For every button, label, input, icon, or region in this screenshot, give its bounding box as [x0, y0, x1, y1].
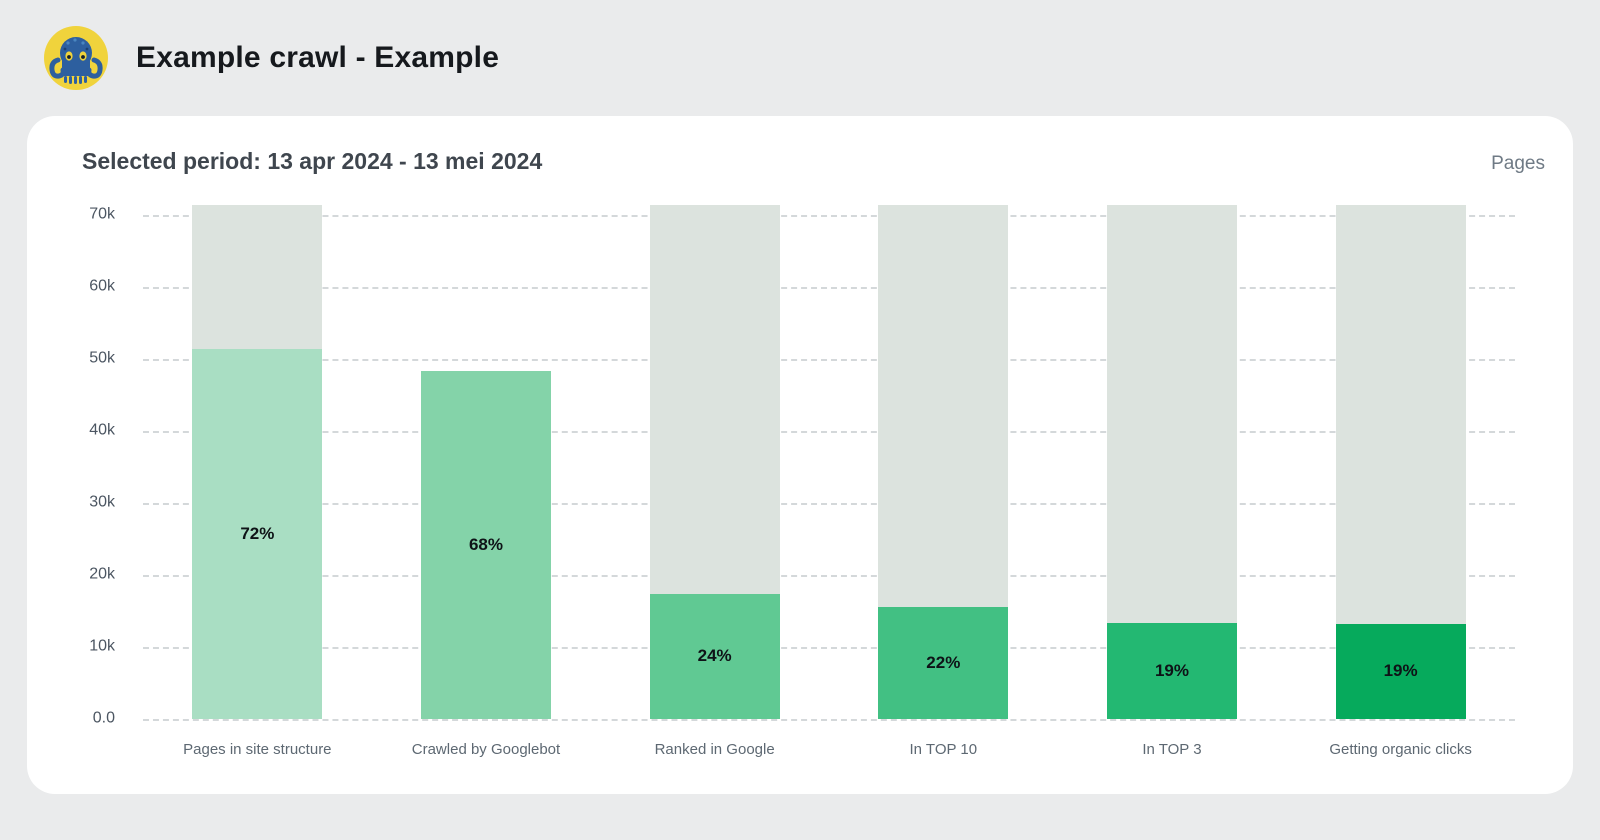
- bar-column-pages-in-site-structure: 72%: [192, 205, 323, 719]
- bar-percent-label-crawled-by-googlebot: 68%: [468, 535, 503, 555]
- category-label-crawled-by-googlebot: Crawled by Googlebot: [411, 741, 561, 758]
- unit-label: Pages: [1491, 153, 1545, 174]
- selected-period-label: Selected period: 13 apr 2024 - 13 mei 20…: [82, 148, 543, 174]
- y-axis-tick-70k: 70k: [89, 205, 115, 223]
- bar-percent-label-in-top-3: 19%: [1154, 660, 1189, 680]
- bar-percent-label-in-top-10: 22%: [926, 653, 961, 673]
- category-label-getting-organic-clicks: Getting organic clicks: [1329, 741, 1472, 758]
- bar-column-in-top-3: 19%: [1106, 205, 1237, 719]
- chart-plot-area: 70k 60k 50k 40k 30k 20k 10k 0.0 72% 68% 24% 22% 19% 1…: [89, 205, 1515, 726]
- bar-fill-pages-in-site-structure: 72%: [192, 348, 323, 719]
- gridline-70k: [143, 215, 1515, 218]
- y-axis-tick-40k: 40k: [89, 421, 115, 439]
- bar-percent-label-pages-in-site-structure: 72%: [240, 523, 275, 543]
- app-header: Example crawl - Example: [0, 0, 1600, 116]
- bar-fill-in-top-10: 22%: [878, 607, 1009, 719]
- page-title: Example crawl - Example: [136, 41, 500, 74]
- y-axis-tick-60k: 60k: [89, 277, 115, 295]
- category-axis: Pages in site structure Crawled by Google…: [143, 741, 1515, 758]
- y-axis-tick-0.0: 0.0: [92, 709, 115, 727]
- bars-row: 72% 68% 24% 22% 19% 19%: [143, 205, 1515, 719]
- category-label-pages-in-site-structure: Pages in site structure: [183, 741, 332, 758]
- y-axis-tick-20k: 20k: [89, 565, 115, 583]
- bar-fill-ranked-in-google: 24%: [649, 593, 780, 719]
- gridline-0.0: [143, 719, 1515, 721]
- octopus-logo-icon: [44, 26, 108, 90]
- bar-column-crawled-by-googlebot: 68%: [420, 205, 551, 719]
- gridline-10k: [143, 647, 1515, 649]
- gridline-40k: [143, 431, 1515, 434]
- y-axis-tick-10k: 10k: [89, 637, 115, 655]
- gridline-20k: [143, 575, 1515, 578]
- gridline-30k: [143, 503, 1515, 506]
- category-label-in-top-3: In TOP 3: [1142, 741, 1202, 758]
- y-axis-tick-50k: 50k: [89, 349, 115, 367]
- card-header: Selected period: 13 apr 2024 - 13 mei 20…: [55, 148, 1545, 175]
- funnel-chart: 70k 60k 50k 40k 30k 20k 10k 0.0 72% 68% 24% 22% 19% 1…: [55, 205, 1545, 758]
- bar-fill-crawled-by-googlebot: 68%: [420, 371, 551, 719]
- gridline-50k: [143, 359, 1515, 362]
- bar-fill-in-top-3: 19%: [1106, 622, 1237, 719]
- category-label-in-top-10: In TOP 10: [909, 741, 978, 758]
- report-card: Selected period: 13 apr 2024 - 13 mei 20…: [27, 116, 1573, 794]
- bar-fill-getting-organic-clicks: 19%: [1335, 623, 1466, 719]
- bar-percent-label-getting-organic-clicks: 19%: [1383, 661, 1418, 681]
- y-axis-tick-30k: 30k: [89, 493, 115, 511]
- bar-column-in-top-10: 22%: [878, 205, 1009, 719]
- bar-column-ranked-in-google: 24%: [649, 205, 780, 719]
- gridline-60k: [143, 287, 1515, 290]
- bar-column-getting-organic-clicks: 19%: [1335, 205, 1466, 719]
- bar-percent-label-ranked-in-google: 24%: [697, 646, 732, 666]
- category-label-ranked-in-google: Ranked in Google: [654, 741, 775, 758]
